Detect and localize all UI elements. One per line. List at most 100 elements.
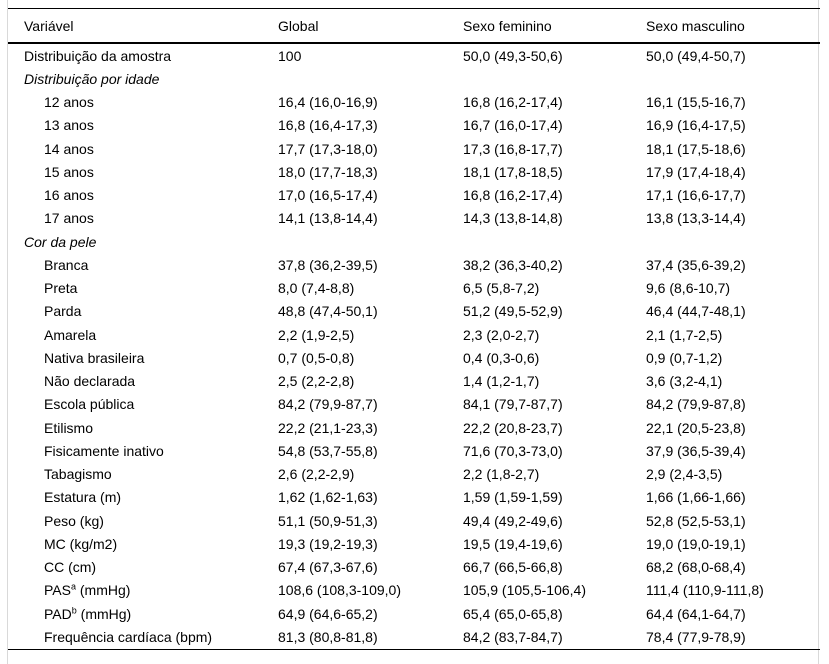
- column-header-sexo-masculino: Sexo masculino: [646, 8, 820, 44]
- cell-sexo-masculino: 9,6 (8,6-10,7): [646, 280, 731, 297]
- cell-global: 16,4 (16,0-16,9): [278, 94, 378, 111]
- table-row: Distribuição da amostra 100 50,0 (49,3-5…: [8, 43, 820, 67]
- footnote-marker: b: [71, 604, 77, 615]
- cell-sexo-feminino: [463, 67, 646, 90]
- table-row: PADb (mmHg) 64,9 (64,6-65,2) 65,4 (65,0-…: [8, 602, 820, 625]
- row-label: Preta: [44, 280, 78, 297]
- cell-global: 1,62 (1,62-1,63): [278, 489, 378, 506]
- table-row: CC (cm) 67,4 (67,3-67,6) 66,7 (66,5-66,8…: [8, 556, 820, 579]
- table-row: Amarela 2,2 (1,9-2,5) 2,3 (2,0-2,7) 2,1 …: [8, 323, 820, 346]
- cell-sexo-feminino: 19,5 (19,4-19,6): [463, 535, 563, 552]
- row-label: 12 anos: [44, 94, 94, 111]
- cell-sexo-feminino: 105,9 (105,5-106,4): [463, 582, 586, 599]
- row-label: Distribuição da amostra: [24, 47, 172, 64]
- table-row: Tabagismo 2,6 (2,2-2,9) 2,2 (1,8-2,7) 2,…: [8, 463, 820, 486]
- row-label: 14 anos: [44, 140, 94, 157]
- table-row: Estatura (m) 1,62 (1,62-1,63) 1,59 (1,59…: [8, 486, 820, 509]
- cell-sexo-masculino: 3,6 (3,2-4,1): [646, 373, 723, 390]
- cell-sexo-feminino: [463, 230, 646, 253]
- cell-global: 19,3 (19,2-19,3): [278, 535, 378, 552]
- table-row: Nativa brasileira 0,7 (0,5-0,8) 0,4 (0,3…: [8, 346, 820, 369]
- table-row: 16 anos 17,0 (16,5-17,4) 16,8 (16,2-17,4…: [8, 184, 820, 207]
- cell-sexo-feminino: 18,1 (17,8-18,5): [463, 163, 563, 180]
- cell-sexo-masculino: 84,2 (79,9-87,8): [646, 396, 746, 413]
- cell-global: 0,7 (0,5-0,8): [278, 349, 355, 366]
- cell-sexo-feminino: 2,3 (2,0-2,7): [463, 326, 540, 343]
- table-row: 15 anos 18,0 (17,7-18,3) 18,1 (17,8-18,5…: [8, 160, 820, 183]
- table-row: Cor da pele: [8, 230, 820, 253]
- cell-sexo-masculino: 16,9 (16,4-17,5): [646, 117, 746, 134]
- cell-sexo-masculino: 1,66 (1,66-1,66): [646, 489, 746, 506]
- table-body: Distribuição da amostra 100 50,0 (49,3-5…: [8, 43, 820, 649]
- row-label: 15 anos: [44, 163, 94, 180]
- cell-sexo-feminino: 49,4 (49,2-49,6): [463, 512, 563, 529]
- table-row: Etilismo 22,2 (21,1-23,3) 22,2 (20,8-23,…: [8, 416, 820, 439]
- table-row: Preta 8,0 (7,4-8,8) 6,5 (5,8-7,2) 9,6 (8…: [8, 277, 820, 300]
- cell-sexo-feminino: 14,3 (13,8-14,8): [463, 210, 563, 227]
- cell-global: 8,0 (7,4-8,8): [278, 280, 355, 297]
- cell-global: 16,8 (16,4-17,3): [278, 117, 378, 134]
- cell-sexo-masculino: 46,4 (44,7-48,1): [646, 303, 746, 320]
- footnote-marker: a: [70, 581, 76, 592]
- cell-global: 2,5 (2,2-2,8): [278, 373, 355, 390]
- row-label: Escola pública: [44, 396, 135, 413]
- row-label: Parda: [44, 303, 82, 320]
- cell-sexo-masculino: [646, 67, 820, 90]
- row-label: CC (cm): [44, 559, 97, 576]
- cell-global: 17,7 (17,3-18,0): [278, 140, 378, 157]
- results-table: Variável Global Sexo feminino Sexo mascu…: [8, 8, 820, 650]
- cell-sexo-feminino: 71,6 (70,3-73,0): [463, 442, 563, 459]
- cell-sexo-masculino: 37,4 (35,6-39,2): [646, 256, 746, 273]
- cell-sexo-feminino: 50,0 (49,3-50,6): [463, 47, 563, 64]
- cell-sexo-feminino: 65,4 (65,0-65,8): [463, 605, 563, 622]
- cell-sexo-feminino: 66,7 (66,5-66,8): [463, 559, 563, 576]
- cell-global: 22,2 (21,1-23,3): [278, 419, 378, 436]
- row-label: Fisicamente inativo: [44, 442, 164, 459]
- cell-global: 37,8 (36,2-39,5): [278, 256, 378, 273]
- row-label: PADb (mmHg): [44, 604, 132, 622]
- cell-sexo-feminino: 38,2 (36,3-40,2): [463, 256, 563, 273]
- cell-global: 81,3 (80,8-81,8): [278, 628, 378, 645]
- column-header-global: Global: [278, 8, 463, 44]
- row-label: 13 anos: [44, 117, 94, 134]
- header-row: Variável Global Sexo feminino Sexo mascu…: [8, 8, 820, 44]
- cell-global: 100: [278, 47, 302, 64]
- cell-sexo-masculino: 17,1 (16,6-17,7): [646, 187, 746, 204]
- row-label: Distribuição por idade: [24, 70, 160, 87]
- cell-sexo-masculino: 64,4 (64,1-64,7): [646, 605, 746, 622]
- row-label: Não declarada: [44, 373, 136, 390]
- cell-sexo-feminino: 1,4 (1,2-1,7): [463, 373, 540, 390]
- table-row: Peso (kg) 51,1 (50,9-51,3) 49,4 (49,2-49…: [8, 509, 820, 532]
- cell-sexo-feminino: 84,1 (79,7-87,7): [463, 396, 563, 413]
- cell-sexo-masculino: 37,9 (36,5-39,4): [646, 442, 746, 459]
- cell-global: 18,0 (17,7-18,3): [278, 163, 378, 180]
- cell-sexo-masculino: 78,4 (77,9-78,9): [646, 628, 746, 645]
- cell-global: 48,8 (47,4-50,1): [278, 303, 378, 320]
- cell-sexo-masculino: 68,2 (68,0-68,4): [646, 559, 746, 576]
- cell-global: 51,1 (50,9-51,3): [278, 512, 378, 529]
- row-label: PASa (mmHg): [44, 581, 131, 599]
- column-header-variavel: Variável: [8, 8, 278, 44]
- row-label: 17 anos: [44, 210, 94, 227]
- table-row: Não declarada 2,5 (2,2-2,8) 1,4 (1,2-1,7…: [8, 370, 820, 393]
- cell-sexo-masculino: 0,9 (0,7-1,2): [646, 349, 723, 366]
- cell-sexo-masculino: 22,1 (20,5-23,8): [646, 419, 746, 436]
- cell-sexo-masculino: 19,0 (19,0-19,1): [646, 535, 746, 552]
- cell-global: [278, 230, 463, 253]
- table-row: Frequência cardíaca (bpm) 81,3 (80,8-81,…: [8, 625, 820, 649]
- cell-sexo-feminino: 2,2 (1,8-2,7): [463, 466, 540, 483]
- row-label: Branca: [44, 256, 89, 273]
- cell-sexo-feminino: 6,5 (5,8-7,2): [463, 280, 540, 297]
- cell-sexo-masculino: [646, 230, 820, 253]
- row-label: Nativa brasileira: [44, 349, 145, 366]
- table-row: 13 anos 16,8 (16,4-17,3) 16,7 (16,0-17,4…: [8, 114, 820, 137]
- row-label: Cor da pele: [24, 233, 97, 250]
- cell-global: 108,6 (108,3-109,0): [278, 582, 401, 599]
- cell-sexo-masculino: 111,4 (110,9-111,8): [646, 582, 764, 599]
- table-row: MC (kg/m2) 19,3 (19,2-19,3) 19,5 (19,4-1…: [8, 532, 820, 555]
- row-label: Etilismo: [44, 419, 94, 436]
- row-label: Tabagismo: [44, 466, 112, 483]
- cell-global: 2,2 (1,9-2,5): [278, 326, 355, 343]
- cell-global: 84,2 (79,9-87,7): [278, 396, 378, 413]
- cell-sexo-feminino: 51,2 (49,5-52,9): [463, 303, 563, 320]
